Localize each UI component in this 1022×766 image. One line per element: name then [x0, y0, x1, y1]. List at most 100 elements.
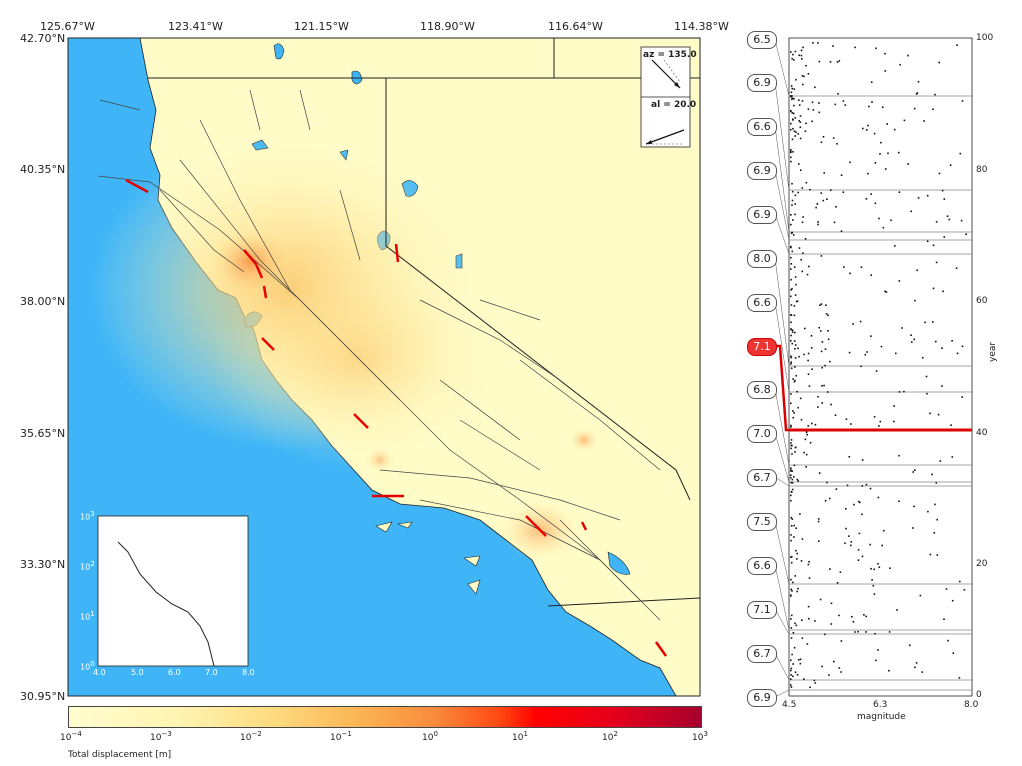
scatter-point [791, 112, 794, 114]
scatter-point [924, 321, 926, 324]
scatter-point [790, 295, 792, 298]
scatter-point [852, 621, 855, 623]
scatter-point [863, 614, 865, 616]
scatter-point [800, 49, 803, 52]
scatter-point [821, 385, 823, 387]
colorbar-label: Total displacement [m] [68, 750, 172, 760]
scatter-point [796, 390, 798, 393]
scatter-point [790, 245, 792, 248]
scatter-point [791, 590, 793, 592]
scatter-point [790, 474, 792, 476]
scatter-point [951, 340, 953, 342]
scatter-point [790, 469, 792, 471]
scatter-point [790, 314, 792, 316]
scatter-point [807, 425, 809, 427]
event-label[interactable]: 6.7 [747, 469, 777, 487]
scatter-point [926, 392, 928, 395]
scatter-point [903, 119, 906, 122]
scatter-point [864, 353, 867, 356]
scatter-point [836, 582, 839, 584]
scatter-point [790, 361, 792, 363]
scatter-point [790, 122, 792, 125]
scatter-point [866, 351, 868, 353]
scatter-point [790, 128, 792, 131]
scatter-point [790, 637, 793, 639]
scatter-point [801, 100, 804, 102]
scatter-point [791, 518, 794, 520]
scatter-point [829, 360, 831, 363]
scatter-point [794, 344, 797, 346]
scatter-point [809, 686, 811, 689]
scatter-point [812, 109, 815, 111]
scatter-point [818, 540, 820, 542]
scatter-point [790, 674, 792, 676]
scatter-point [865, 483, 868, 486]
scatter-point [870, 274, 872, 276]
scatter-point [790, 669, 792, 672]
scatter-point [850, 544, 852, 547]
scatter-point [877, 649, 879, 651]
selected-event-label[interactable]: 7.1 [747, 338, 777, 356]
inset-x-tick: 5.0 [131, 668, 144, 677]
scatter-point [797, 587, 799, 590]
scatter-point [821, 402, 823, 404]
event-label[interactable]: 7.1 [747, 601, 777, 619]
scatter-point [878, 217, 880, 220]
scatter-point [849, 161, 851, 164]
scatter-point [867, 172, 869, 175]
scatter-point [827, 314, 829, 317]
scatter-point [794, 357, 797, 359]
scatter-point [798, 163, 800, 165]
scatter-point [793, 59, 795, 61]
scatter-point [912, 527, 914, 529]
scatter-point [941, 189, 944, 192]
scatter-point [798, 54, 800, 57]
fault-lines [97, 89, 661, 621]
scatter-point [932, 287, 935, 290]
event-label[interactable]: 6.9 [747, 206, 777, 224]
scatter-point [790, 588, 792, 591]
colorbar-tick: 101 [512, 730, 528, 743]
scatter-point [834, 414, 837, 416]
scatter-point [939, 460, 942, 462]
scatter-point [802, 252, 804, 254]
leader-lines [774, 39, 790, 698]
scatter-point [870, 81, 873, 83]
scatter-point [854, 46, 856, 49]
scatter-point [801, 187, 804, 189]
scatter-point [790, 578, 792, 581]
scatter-point [794, 135, 796, 137]
scatter-point [812, 42, 814, 44]
event-label[interactable]: 7.0 [747, 425, 777, 443]
scatter-point [790, 355, 792, 357]
scatter-point [860, 365, 862, 368]
scatter-point [840, 640, 843, 642]
scatter-point [790, 151, 792, 154]
scatter-point [790, 246, 792, 249]
scatter-point [875, 659, 877, 662]
scatter-point [807, 73, 810, 75]
scatter-point [790, 534, 792, 536]
scatter-point [790, 304, 793, 306]
colorbar-tick: 10−3 [150, 730, 172, 743]
scatter-point [935, 482, 938, 484]
scatter-point [866, 129, 868, 131]
event-label[interactable]: 6.7 [747, 645, 777, 663]
event-label[interactable]: 6.8 [747, 381, 777, 399]
event-label[interactable]: 6.5 [747, 31, 777, 49]
event-label[interactable]: 6.6 [747, 294, 777, 312]
event-label[interactable]: 6.9 [747, 689, 777, 707]
scatter-point [799, 121, 802, 123]
scatter-point [915, 93, 918, 95]
scatter-point [811, 101, 814, 104]
event-label[interactable]: 7.5 [747, 513, 777, 531]
lon-tick: 116.64°W [548, 20, 603, 33]
event-label[interactable]: 6.9 [747, 162, 777, 180]
scatter-point [912, 471, 914, 473]
event-label[interactable]: 6.6 [747, 118, 777, 136]
event-label[interactable]: 8.0 [747, 250, 777, 268]
event-label[interactable]: 6.6 [747, 557, 777, 575]
event-label[interactable]: 6.9 [747, 74, 777, 92]
